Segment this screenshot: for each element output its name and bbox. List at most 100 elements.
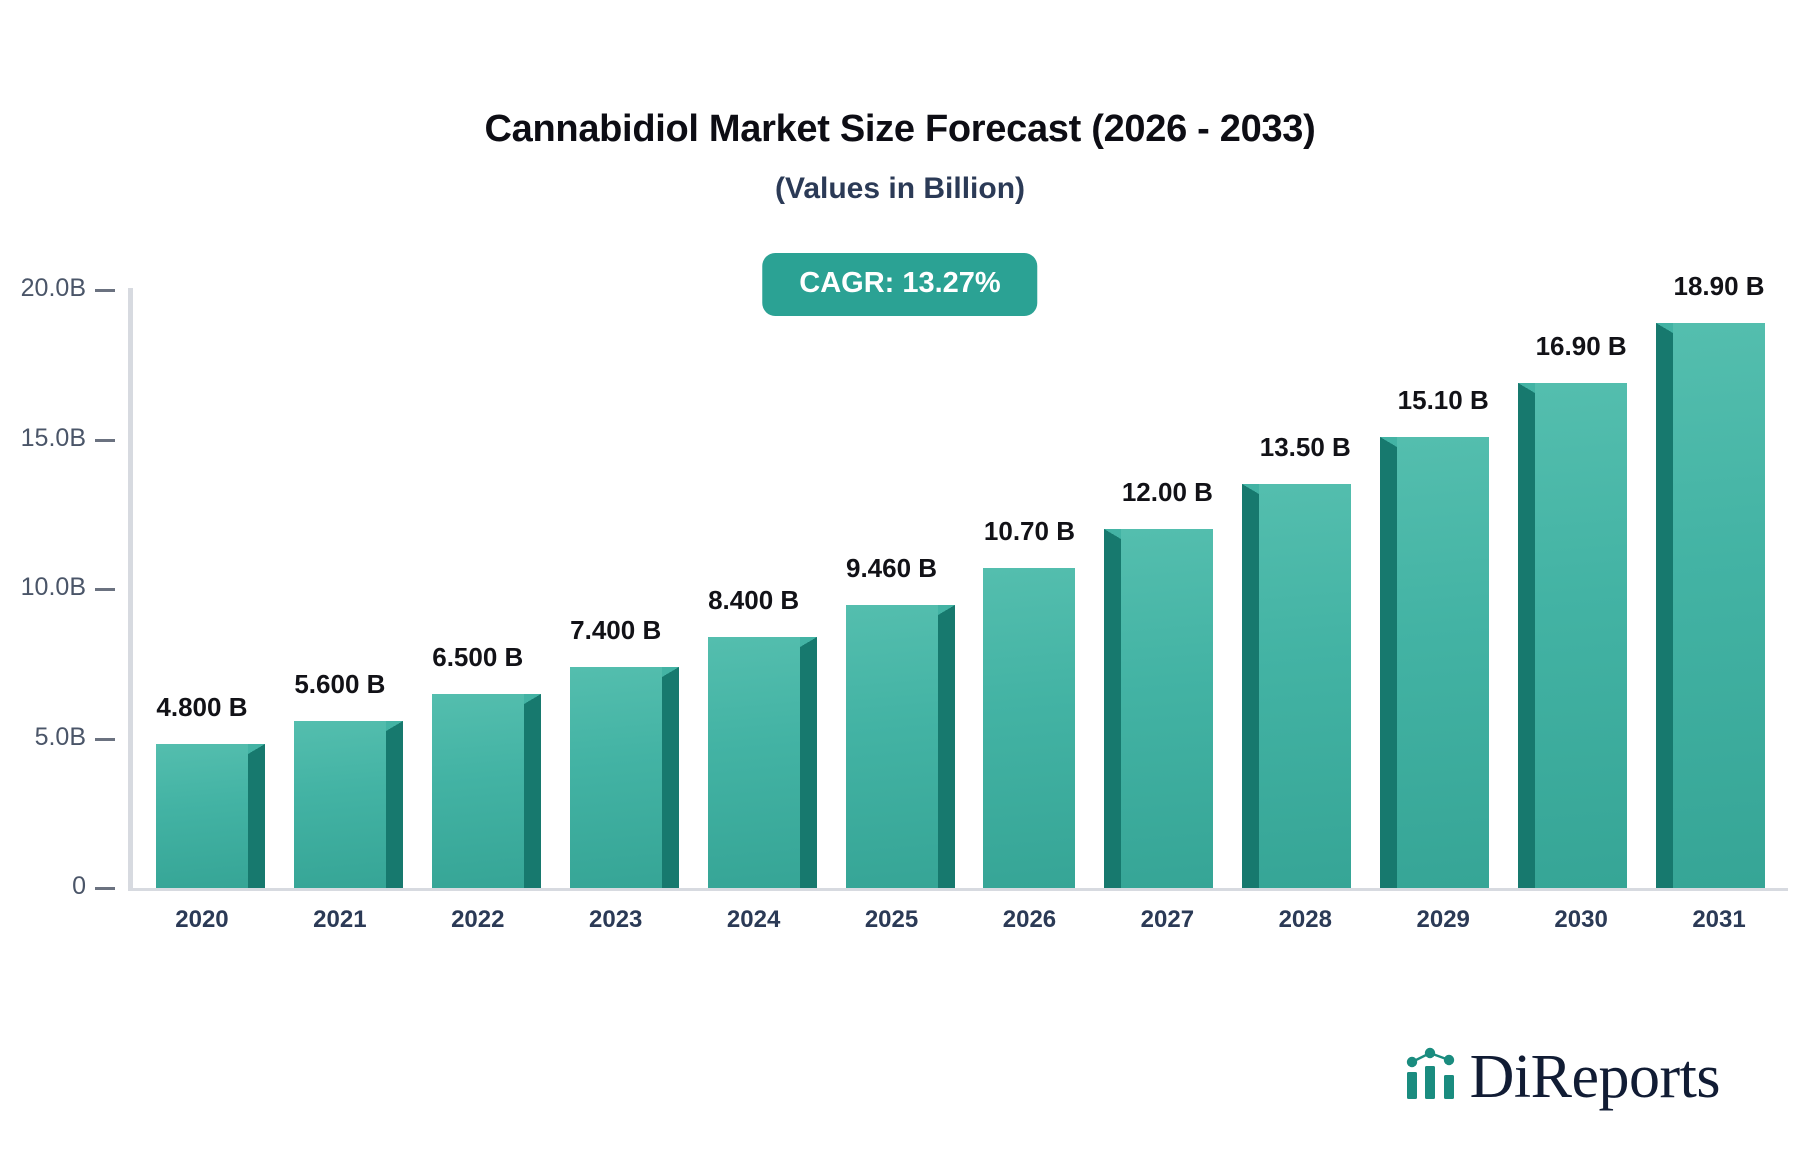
bar-body	[569, 666, 679, 888]
bar-value-label: 4.800 B	[156, 692, 248, 723]
bar-front-face	[707, 636, 800, 888]
bar-side-face	[1380, 446, 1398, 888]
bar-body	[1104, 529, 1214, 888]
bar-side-face	[1104, 539, 1122, 888]
bar-top-bevel	[937, 605, 955, 616]
bar-column[interactable]: 15.10 B 2029	[1380, 384, 1490, 933]
bar-value-label: 13.50 B	[1259, 432, 1351, 463]
bar-side-face	[1242, 494, 1260, 888]
bar-front-face	[983, 568, 1076, 888]
bar-column[interactable]: 6.500 B 2022	[431, 641, 541, 933]
bar-column[interactable]: 10.70 B 2026	[983, 516, 1076, 933]
cagr-badge: CAGR: 13.27%	[762, 253, 1038, 316]
x-axis-tick-label: 2028	[1278, 905, 1332, 933]
bar-column[interactable]: 7.400 B 2023	[569, 614, 679, 933]
bar-column[interactable]: 13.50 B 2028	[1242, 432, 1352, 933]
bar-value-label: 5.600 B	[294, 668, 386, 699]
y-axis-tick-label: 5.0B	[34, 722, 86, 751]
chart-subtitle: (Values in Billion)	[774, 172, 1026, 205]
bar-side-face	[799, 646, 817, 888]
y-axis-tick-label: 20.0B	[20, 274, 86, 302]
bar-value-label: 10.70 B	[983, 516, 1075, 547]
y-axis-tick-label: 10.0B	[20, 573, 86, 601]
bar-body	[707, 636, 817, 888]
x-axis-tick-label: 2027	[1140, 905, 1195, 933]
bar-top-bevel	[1242, 484, 1260, 495]
bar-column[interactable]: 18.90 B 2031	[1656, 270, 1766, 933]
x-axis-tick-label: 2020	[175, 905, 229, 933]
bar-front-face	[1535, 382, 1628, 888]
x-axis-tick-label: 2024	[726, 905, 781, 933]
bar-top-bevel	[385, 720, 403, 731]
x-axis-tick-label: 2021	[313, 905, 367, 933]
bar-top-bevel	[247, 744, 265, 755]
bar-front-face	[845, 605, 938, 888]
bar-top-bevel	[1656, 322, 1674, 333]
bar-top-bevel	[1380, 436, 1398, 447]
bar-front-face	[293, 720, 386, 888]
bar-body	[293, 720, 403, 888]
y-axis-line	[128, 288, 133, 890]
bar-side-face	[523, 703, 541, 888]
bar-front-face	[569, 666, 662, 888]
bar-body	[1656, 322, 1766, 888]
bar-front-face	[1121, 529, 1214, 888]
bar-body	[155, 744, 265, 888]
bar-value-label: 16.90 B	[1535, 330, 1627, 361]
y-axis-tick-mark	[95, 289, 115, 292]
x-axis-tick-label: 2022	[451, 905, 505, 933]
bar-front-face	[1259, 484, 1352, 888]
x-axis-tick-label: 2030	[1554, 905, 1608, 933]
bar-side-face	[937, 615, 955, 888]
bar-top-bevel	[661, 666, 679, 677]
bar-column[interactable]: 5.600 B 2021	[293, 668, 403, 933]
y-axis-tick-mark	[95, 438, 115, 442]
y-axis-tick-label: 0	[72, 872, 86, 900]
bar-value-label: 15.10 B	[1397, 384, 1489, 415]
bar-side-face	[1518, 392, 1536, 888]
bar-side-face	[385, 730, 403, 888]
direports-logo: DiReports	[1404, 1042, 1721, 1111]
bar-chart-icon	[1404, 1045, 1464, 1108]
bar-side-face	[1656, 332, 1674, 888]
bar-column[interactable]: 4.800 B 2020	[155, 692, 265, 933]
bar-body	[1380, 436, 1490, 888]
bar-body	[983, 568, 1076, 888]
y-axis-tick-mark	[95, 737, 115, 741]
bar-column[interactable]: 12.00 B 2027	[1104, 477, 1214, 933]
bar-top-bevel	[1518, 382, 1536, 393]
bar-column[interactable]: 9.460 B 2025	[845, 553, 955, 933]
bar-body	[431, 693, 541, 888]
bar-value-label: 7.400 B	[570, 614, 662, 645]
x-axis-tick-label: 2031	[1692, 905, 1746, 933]
bar-value-label: 8.400 B	[708, 584, 800, 615]
bar-body	[1518, 382, 1628, 888]
x-axis-tick-label: 2025	[864, 905, 919, 933]
bar-front-face	[1397, 436, 1490, 888]
bar-top-bevel	[1104, 529, 1122, 540]
bar-value-label: 18.90 B	[1673, 270, 1765, 301]
x-axis-line	[128, 888, 1788, 891]
bar-side-face	[661, 676, 679, 888]
bar-side-face	[247, 754, 265, 888]
bar-value-label: 6.500 B	[432, 641, 524, 672]
bar-value-label: 12.00 B	[1121, 477, 1213, 508]
y-axis-tick-label: 15.0B	[20, 423, 86, 452]
page-title: Cannabidiol Market Size Forecast (2026 -…	[484, 108, 1316, 150]
y-axis-tick-mark	[95, 887, 115, 890]
bar-top-bevel	[799, 636, 817, 647]
bar-column[interactable]: 16.90 B 2030	[1518, 330, 1628, 933]
logo-text: DiReports	[1469, 1042, 1721, 1111]
bar-body	[1242, 484, 1352, 888]
x-axis-tick-label: 2026	[1002, 905, 1057, 933]
y-axis-tick-mark	[95, 588, 115, 591]
x-axis-tick-label: 2029	[1416, 905, 1470, 933]
bar-front-face	[1673, 322, 1766, 888]
bar-value-label: 9.460 B	[845, 553, 938, 584]
x-axis-tick-label: 2023	[589, 905, 643, 933]
bar-front-face	[431, 693, 524, 888]
bar-column[interactable]: 8.400 B 2024	[707, 584, 817, 933]
bar-top-bevel	[523, 693, 541, 704]
